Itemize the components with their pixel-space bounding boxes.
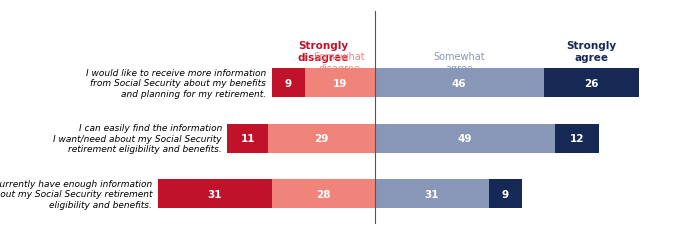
Text: 11: 11: [240, 134, 255, 144]
Text: Somewhat
disagree: Somewhat disagree: [314, 52, 365, 74]
Bar: [227, 124, 268, 153]
Text: I would like to receive more information
from Social Security about my benefits
: I would like to receive more information…: [86, 68, 266, 98]
Bar: [305, 69, 374, 98]
Text: I can easily find the information
I want/need about my Social Security
retiremen: I can easily find the information I want…: [53, 124, 222, 153]
Text: 28: 28: [316, 189, 331, 199]
Text: 19: 19: [333, 78, 347, 88]
Bar: [268, 124, 374, 153]
Text: I currently have enough information
about my Social Security retirement
eligibil: I currently have enough information abou…: [0, 179, 152, 209]
Bar: [544, 69, 639, 98]
Text: 31: 31: [424, 189, 439, 199]
Text: 9: 9: [501, 189, 509, 199]
Text: Somewhat
agree: Somewhat agree: [434, 52, 485, 74]
Bar: [374, 69, 544, 98]
Text: 46: 46: [452, 78, 466, 88]
Text: 12: 12: [570, 134, 584, 144]
Bar: [374, 124, 555, 153]
Text: 9: 9: [285, 78, 292, 88]
Text: 26: 26: [585, 78, 599, 88]
Text: 29: 29: [314, 134, 329, 144]
Bar: [272, 69, 305, 98]
Bar: [374, 180, 488, 208]
Text: 49: 49: [458, 134, 472, 144]
Bar: [488, 180, 522, 208]
Text: Strongly
agree: Strongly agree: [566, 41, 617, 62]
Text: Strongly
disagree: Strongly disagree: [298, 41, 349, 62]
Text: 31: 31: [208, 189, 222, 199]
Bar: [158, 180, 272, 208]
Bar: [272, 180, 374, 208]
Bar: [555, 124, 599, 153]
